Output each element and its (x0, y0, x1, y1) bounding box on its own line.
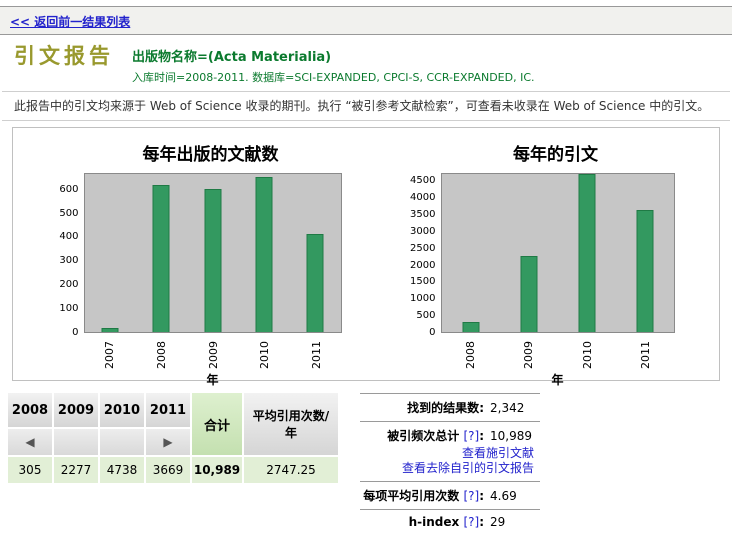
bar (101, 328, 119, 332)
help-icon[interactable]: [?] (463, 515, 480, 529)
table-spacer-cell (54, 429, 98, 455)
y-tick-label: 0 (429, 327, 436, 338)
x-tick-label: 2007 (103, 341, 117, 369)
citations-table: 2008 2009 2010 2011 合计 平均引用次数/年 ◀ ▶ 305 … (8, 393, 338, 534)
x-tick-label: 2008 (463, 341, 477, 369)
y-axis: 0 100 200 300 400 500 600 (50, 173, 84, 337)
results-found-value: 2,342 (490, 401, 525, 415)
h-index-value: 29 (490, 515, 506, 529)
y-tick-label: 3000 (410, 225, 436, 237)
report-header: 引文报告 出版物名称=(Acta Materialia) 入库时间=2008-2… (0, 35, 732, 91)
x-tick-label: 2008 (154, 341, 168, 369)
divider (2, 91, 730, 92)
total-citations-label: 被引频次总计 (387, 429, 460, 443)
table-header-year: 2011 (146, 393, 190, 427)
help-icon[interactable]: [?] (463, 429, 480, 443)
y-tick-label: 600 (59, 183, 79, 195)
y-tick-label: 2000 (410, 259, 436, 271)
next-years-button[interactable]: ▶ (146, 429, 190, 455)
table-value-cell: 305 (8, 457, 52, 483)
help-icon[interactable]: [?] (463, 489, 480, 503)
x-tick-label: 2010 (580, 341, 594, 369)
table-header-total: 合计 (192, 393, 242, 455)
plot-area (83, 173, 342, 333)
results-found-label: 找到的结果数 (407, 401, 480, 415)
y-tick-label: 0 (72, 327, 79, 338)
table-header-average: 平均引用次数/年 (244, 393, 338, 455)
x-tick-label: 2009 (522, 341, 536, 369)
publication-name: 出版物名称=(Acta Materialia) (132, 50, 332, 65)
table-spacer-cell (100, 429, 144, 455)
table-header-year: 2010 (100, 393, 144, 427)
previous-years-button[interactable]: ◀ (8, 429, 52, 455)
y-axis: 0 500 1000 1500 2000 2500 3000 3500 4000 4500 (407, 173, 441, 338)
x-axis-title: 年 (206, 373, 219, 387)
results-found-row: 找到的结果数: 2,342 (360, 393, 540, 422)
table-value-cell: 3669 (146, 457, 190, 483)
x-tick-label: 2010 (258, 341, 272, 369)
bar (255, 176, 273, 332)
bar (462, 321, 479, 332)
view-citing-articles-link[interactable]: 查看施引文献 (461, 446, 534, 460)
h-index-row: h-index [?]: 29 (360, 510, 540, 534)
bar (520, 256, 537, 332)
y-tick-label: 200 (59, 279, 79, 291)
publication-info: 出版物名称=(Acta Materialia) 入库时间=2008-2011. … (132, 44, 535, 85)
x-tick-label: 2011 (309, 341, 323, 369)
chart-title: 每年出版的文献数 (142, 145, 279, 165)
h-index-label: h-index (408, 515, 460, 529)
table-average-value: 2747.25 (244, 457, 338, 483)
colon: : (479, 515, 484, 529)
y-tick-label: 400 (59, 231, 79, 243)
bar (306, 234, 324, 332)
view-without-self-citations-link[interactable]: 查看去除自引的引文报告 (401, 461, 534, 475)
y-tick-label: 1000 (410, 293, 436, 305)
citations-chart: 每年的引文 0 500 1000 1500 2000 2500 3000 3500 4000 45… (368, 140, 713, 387)
y-tick-label: 500 (59, 207, 79, 219)
y-tick-label: 1500 (410, 276, 436, 288)
divider (2, 120, 730, 121)
published-items-chart: 每年出版的文献数 0 100 200 300 400 500 600 2007 2008 200… (23, 140, 368, 387)
charts-panel: 每年出版的文献数 0 100 200 300 400 500 600 2007 2008 200… (12, 127, 720, 387)
colon: : (479, 401, 484, 415)
y-tick-label: 4500 (410, 175, 436, 187)
y-tick-label: 500 (416, 310, 436, 322)
bar (152, 185, 170, 332)
y-tick-label: 300 (59, 255, 79, 267)
y-tick-label: 4000 (410, 191, 436, 203)
table-value-cell: 4738 (100, 457, 144, 483)
table-total-value: 10,989 (192, 457, 242, 483)
total-citations-value: 10,989 (490, 429, 532, 443)
database-scope: 入库时间=2008-2011. 数据库=SCI-EXPANDED, CPCI-S… (132, 71, 535, 84)
x-labels: 2007 2008 2009 2010 2011 (84, 333, 342, 371)
back-to-results-link[interactable]: << 返回前一结果列表 (10, 15, 131, 29)
x-axis-title: 年 (551, 373, 564, 387)
table-header-year: 2008 (8, 393, 52, 427)
average-citations-label: 每项平均引用次数 (363, 489, 460, 503)
table-header-year: 2009 (54, 393, 98, 427)
x-tick-label: 2009 (206, 341, 220, 369)
bar (578, 174, 595, 332)
page-title: 引文报告 (14, 44, 114, 68)
y-tick-label: 2500 (410, 242, 436, 254)
chart-title: 每年的引文 (513, 145, 598, 165)
bar (636, 209, 653, 332)
colon: : (479, 489, 484, 503)
total-citations-row: 被引频次总计 [?]: 10,989 查看施引文献 查看去除自引的引文报告 (360, 422, 540, 482)
y-tick-label: 100 (59, 303, 79, 315)
bar (204, 188, 221, 332)
bottom-section: 2008 2009 2010 2011 合计 平均引用次数/年 ◀ ▶ 305 … (0, 381, 732, 534)
x-tick-label: 2011 (639, 341, 653, 369)
average-citations-value: 4.69 (490, 489, 517, 503)
breadcrumb-bar: << 返回前一结果列表 (0, 6, 732, 35)
source-note: 此报告中的引文均来源于 Web of Science 收录的期刊。执行 “被引参… (14, 99, 710, 113)
plot-area (440, 173, 675, 333)
colon: : (479, 429, 484, 443)
table-value-cell: 2277 (54, 457, 98, 483)
average-citations-row: 每项平均引用次数 [?]: 4.69 (360, 482, 540, 510)
x-labels: 2008 2009 2010 2011 (441, 333, 675, 371)
summary-panel: 找到的结果数: 2,342 被引频次总计 [?]: 10,989 查看施引文献 … (360, 393, 540, 534)
y-tick-label: 3500 (410, 208, 436, 220)
